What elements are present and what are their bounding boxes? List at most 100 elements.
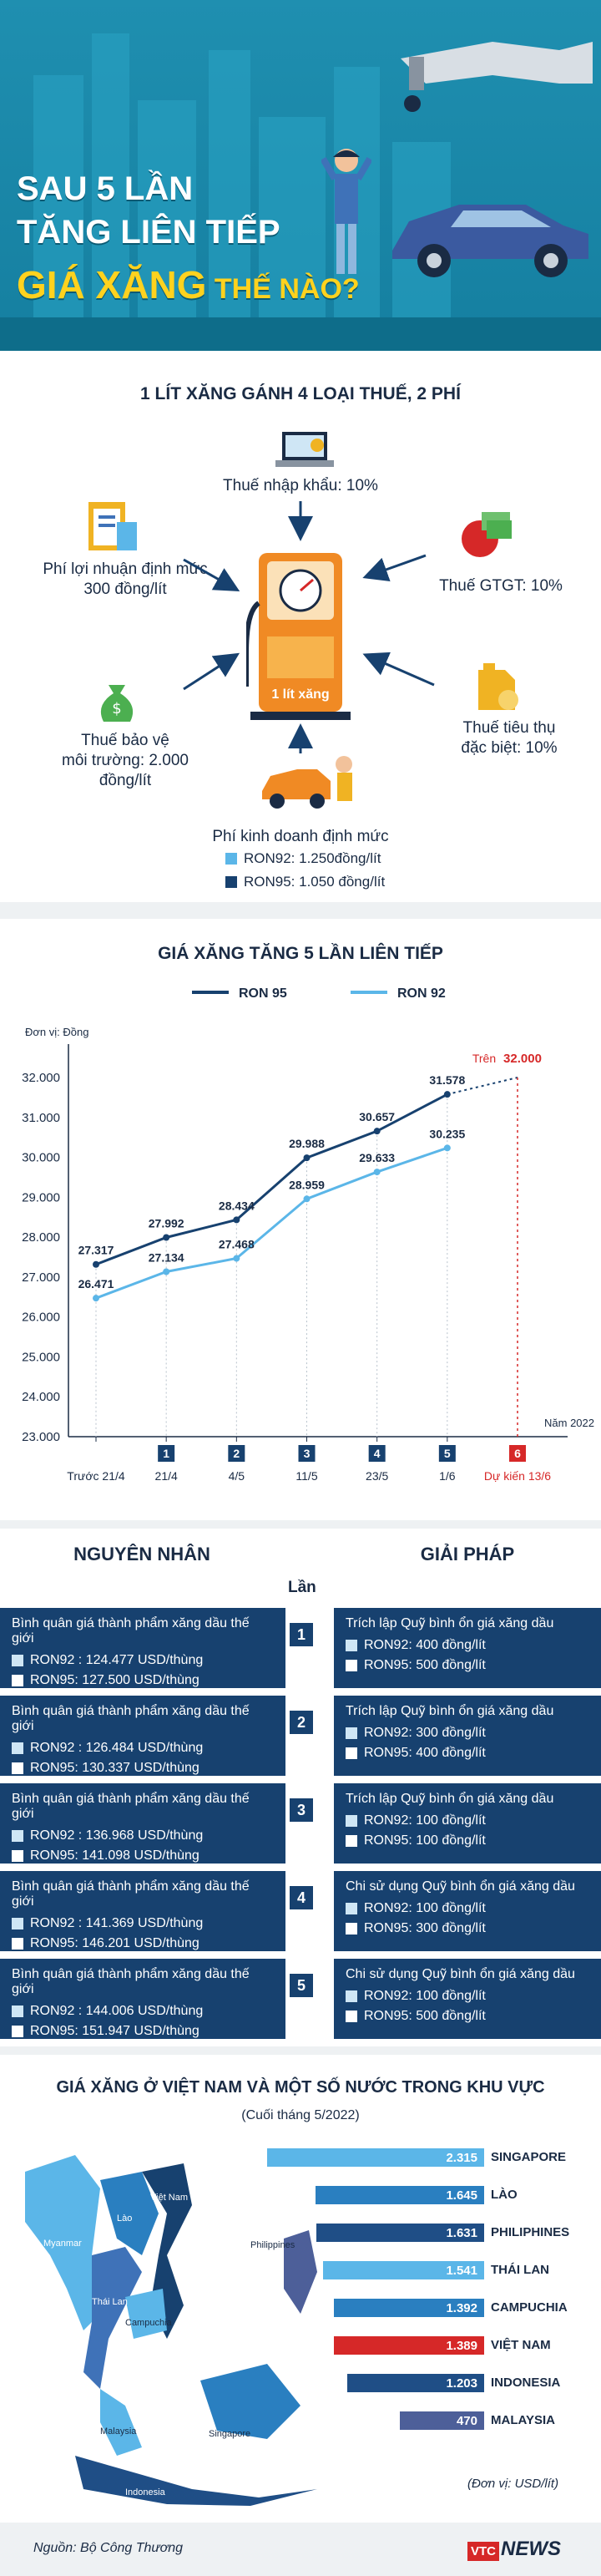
country-name: CAMPUCHIA (491, 2300, 568, 2315)
ron92-chip (12, 1918, 23, 1929)
price-chart-section: GIÁ XĂNG TĂNG 5 LẦN LIÊN TIẾP RON 95 RON 9… (0, 919, 601, 1520)
solutions-head: GIẢI PHÁP (420, 1544, 515, 1564)
cause-ron92-text: RON92 : 141.369 USD/thùng (30, 1916, 204, 1930)
causes-head: NGUYÊN NHÂN (73, 1544, 210, 1564)
profit-fee-line1: Phí lợi nhuận định mức (43, 560, 208, 578)
map-label-cambodia: Campuchia (125, 2318, 172, 2328)
cause-title: Bình quân giá thành phẩm xăng dầu thế gi… (12, 1967, 250, 1996)
cause-ron92: RON92 : 136.968 USD/thùng (12, 1828, 274, 1843)
x-tick-label: 23/5 (366, 1469, 388, 1483)
x-tick-label: Trước 21/4 (67, 1469, 125, 1483)
solution-ron95: RON95: 400 đồng/lít (346, 1746, 589, 1761)
x-badge-number: 4 (374, 1447, 381, 1460)
cause-title: Bình quân giá thành phẩm xăng dầu thế gi… (12, 1616, 250, 1645)
borneo-shape (200, 2364, 300, 2439)
map-label-vietnam: Việt Nam (150, 2193, 189, 2203)
ron92-swatch (225, 853, 237, 865)
ron95-chip (12, 1675, 23, 1686)
round-number-badge: 1 (290, 1623, 313, 1646)
cause-ron95: RON95: 130.337 USD/thùng (12, 1761, 274, 1776)
malaysia-peninsula-shape (100, 2389, 142, 2456)
cause-box: Bình quân giá thành phẩm xăng dầu thế gi… (0, 1783, 285, 1864)
solution-title: Chi sử dụng Quỹ bình ổn giá xăng dầu (346, 1967, 575, 1981)
env-line2: môi trường: 2.000 (62, 752, 189, 769)
map-label-indonesia: Indonesia (125, 2487, 165, 2497)
round-number-badge: 2 (290, 1711, 313, 1734)
cause-ron95: RON95: 146.201 USD/thùng (12, 1936, 274, 1951)
data-point (373, 1169, 381, 1176)
cause-ron95-text: RON95: 141.098 USD/thùng (30, 1848, 199, 1863)
data-point (163, 1268, 170, 1275)
hero-title-small: THẾ NÀO? (206, 273, 360, 305)
solution-ron95-text: RON95: 100 đồng/lít (364, 1833, 486, 1848)
map-label-singapore: Singapore (209, 2429, 251, 2439)
x-badge-number: 1 (163, 1447, 169, 1460)
indonesia-shape (75, 2456, 317, 2506)
ron95-chip (346, 2011, 357, 2022)
solution-title: Trích lập Quỹ bình ổn giá xăng dầu (346, 1616, 554, 1630)
data-label: 29.633 (359, 1151, 395, 1164)
clipboard-icon (88, 502, 137, 550)
fuel-can-icon (478, 663, 518, 710)
worried-person-icon (321, 149, 371, 274)
country-name: VIỆT NAM (491, 2338, 551, 2352)
causes-solutions-section: NGUYÊN NHÂN GIẢI PHÁP Lần Bình quân giá … (0, 1529, 601, 2046)
env-tax-label: Thuế bảo vệ môi trường: 2.000 đồng/lít (33, 731, 217, 791)
vat-cash-icon (462, 512, 512, 557)
solution-ron95-text: RON95: 500 đồng/lít (364, 1658, 486, 1672)
country-name: INDONESIA (491, 2376, 561, 2390)
ron92-fee-row: RON92: 1.250đồng/lít (225, 850, 381, 867)
forecast-tick-label: Dự kiến 13/6 (484, 1469, 551, 1483)
svg-text:$: $ (112, 700, 121, 718)
data-point (373, 1128, 381, 1135)
x-badge-number: 2 (233, 1447, 240, 1460)
cause-ron92-text: RON92 : 144.006 USD/thùng (30, 2004, 204, 2018)
solution-ron92: RON92: 400 đồng/lít (346, 1638, 589, 1653)
cause-ron95-text: RON95: 151.947 USD/thùng (30, 2024, 199, 2038)
data-point (303, 1195, 311, 1203)
car-service-icon (262, 756, 352, 809)
data-label: 31.578 (429, 1073, 465, 1087)
solution-ron92: RON92: 100 đồng/lít (346, 1901, 589, 1916)
fuel-nozzle-icon (401, 42, 593, 112)
fuel-pump-icon (246, 553, 351, 720)
x-tick-label: 4/5 (229, 1469, 245, 1483)
laos-shape (100, 2172, 159, 2255)
solution-ron92-text: RON92: 300 đồng/lít (364, 1726, 486, 1740)
cause-ron95: RON95: 151.947 USD/thùng (12, 2024, 274, 2039)
solution-box: Trích lập Quỹ bình ổn giá xăng dầu RON92:… (334, 1608, 601, 1688)
map-label-philippines: Philippines (250, 2240, 295, 2250)
data-label: 30.657 (359, 1110, 395, 1123)
building-shape (259, 117, 326, 351)
tax-title: 1 LÍT XĂNG GÁNH 4 LOẠI THUẾ, 2 PHÍ (140, 384, 461, 403)
country-name: LÀO (491, 2188, 518, 2202)
x-badge (368, 1445, 386, 1462)
business-fee-label: Phí kinh doanh định mức (212, 828, 389, 845)
arrow-vat (362, 554, 427, 582)
building-shape (33, 75, 83, 351)
x-badge-number: 3 (304, 1447, 311, 1460)
round-number-badge: 4 (290, 1886, 313, 1909)
footer: Nguồn: Bộ Công Thương VTC NEWS (0, 2523, 601, 2576)
legend-label: RON 95 (239, 986, 287, 1001)
data-point (443, 1091, 451, 1098)
country-price-bar: 2.315 (267, 2148, 484, 2167)
import-laptop-icon (275, 432, 334, 467)
country-price-bar: 1.389 (334, 2336, 484, 2355)
cause-box: Bình quân giá thành phẩm xăng dầu thế gi… (0, 1608, 285, 1688)
chart-unit: Đơn vị: Đồng (25, 1026, 88, 1038)
tax-arrows (183, 501, 435, 753)
country-name: SINGAPORE (491, 2150, 567, 2164)
ron92-chip (346, 1640, 357, 1651)
series-line-0 (95, 1093, 448, 1266)
ron92-chip (12, 1655, 23, 1666)
ron92-chip (12, 1742, 23, 1754)
y-tick-label: 27.000 (22, 1270, 60, 1285)
special-line2: đặc biệt: 10% (461, 739, 558, 757)
solution-ron95: RON95: 500 đồng/lít (346, 2009, 589, 2024)
map-label-laos: Lào (117, 2213, 133, 2224)
profit-fee-line2: 300 đồng/lít (83, 581, 167, 598)
cause-title: Bình quân giá thành phẩm xăng dầu thế gi… (12, 1879, 250, 1909)
solution-ron95-text: RON95: 500 đồng/lít (364, 2009, 486, 2023)
ron95-chip (346, 1923, 357, 1935)
